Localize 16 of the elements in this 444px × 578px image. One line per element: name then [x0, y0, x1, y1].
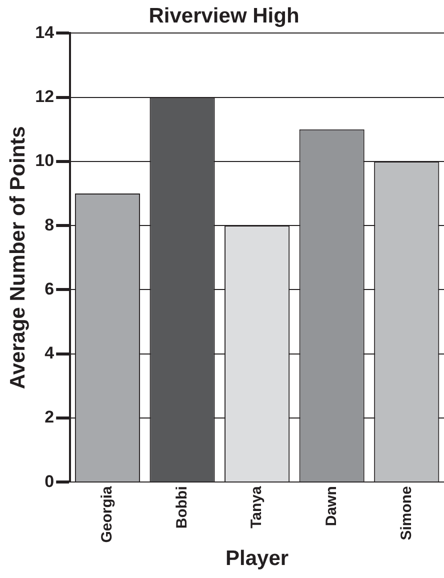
y-tick-label: 2 — [44, 408, 54, 427]
y-tick-label: 12 — [35, 87, 54, 106]
y-tick-label: 10 — [35, 151, 54, 170]
x-tick-label: Georgia — [98, 485, 116, 543]
x-tick-label: Dawn — [322, 486, 340, 526]
x-tick-label: Simone — [398, 486, 415, 540]
chart-title: Riverview High — [148, 4, 300, 28]
y-tick-label: 6 — [44, 279, 54, 298]
y-axis-title: Average Number of Points — [6, 126, 30, 390]
x-axis-title: Player — [226, 547, 289, 570]
y-tick-label: 0 — [44, 472, 54, 491]
x-tick-label: Tanya — [248, 485, 266, 528]
y-tick-label: 4 — [44, 344, 55, 363]
y-tick-label: 8 — [44, 215, 54, 234]
x-tick-label: Bobbi — [173, 486, 190, 529]
y-tick-label: 14 — [35, 22, 55, 42]
